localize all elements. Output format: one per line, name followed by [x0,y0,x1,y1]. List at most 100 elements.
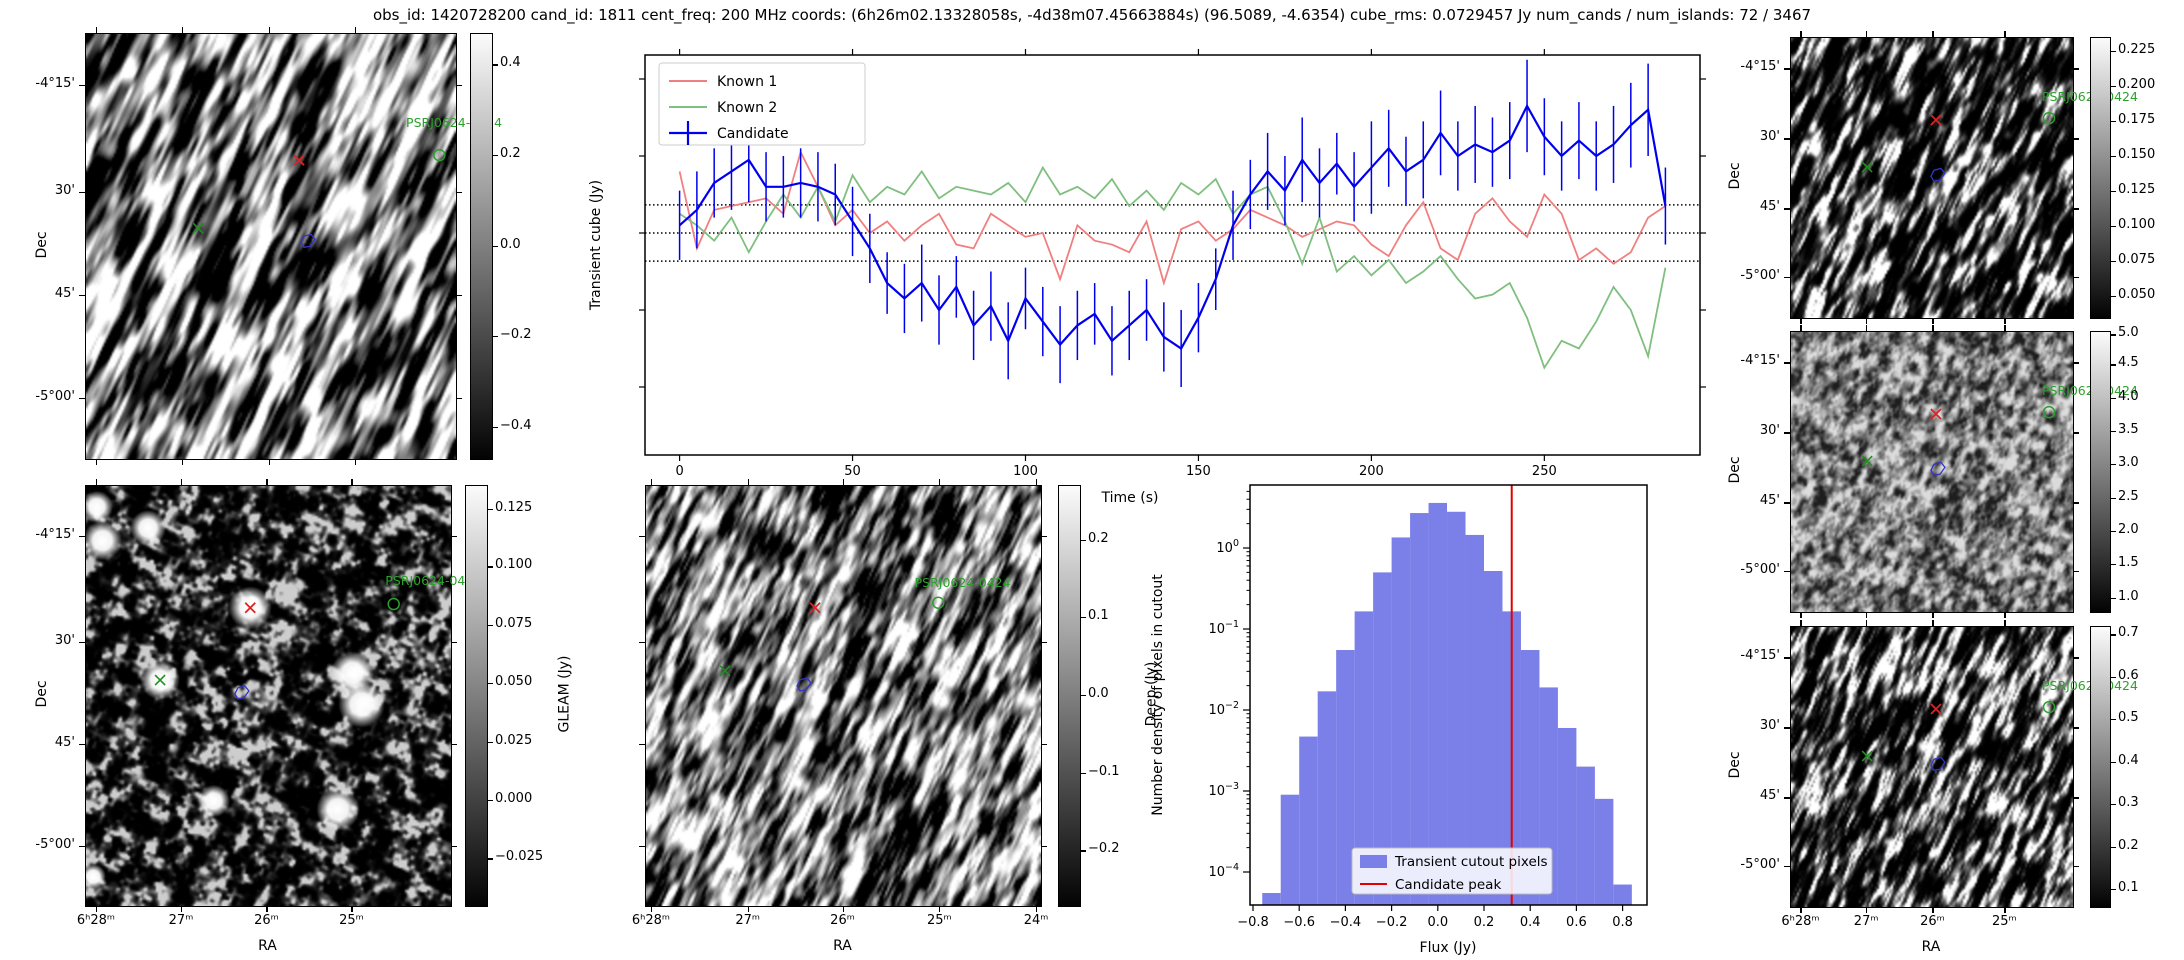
gleam-markers-overlay [154,597,400,700]
x-tick-label: −0.6 [1283,915,1315,930]
psr-source-label: PSRJ0624-0424 [914,575,1011,591]
dec-tick [79,845,85,847]
histogram-bar [1317,691,1337,905]
dec-tick-label: -5°00' [35,836,75,852]
cutout-panel-deep: PSRJ0624-0424 [645,485,1042,907]
dec-tick-label: 45' [1759,788,1780,804]
rms-markers-overlay [1861,111,2056,183]
colorbar-tick-label: 0.1 [2118,880,2139,896]
ra-tick [266,906,268,912]
colorbar-tick-label: −0.2 [500,327,532,343]
candidate-island-contour [1930,167,1946,183]
ra-tick [351,479,353,485]
dec-tick [2073,727,2079,729]
colorbar-tick-label: 0.7 [2118,625,2139,641]
psr-circle-marker [2042,700,2056,714]
ra-tick [2004,612,2006,618]
ra-tick [2004,325,2006,331]
dec-tick-label: -4°15' [35,527,75,543]
psr-source-label: PSRJ0624-0424 [385,572,482,588]
dec-tick [1784,502,1790,504]
dec-tick [1784,571,1790,573]
histogram-bar [1373,572,1392,905]
x-tick-label: 200 [1359,464,1384,479]
colorbar-tick [1081,617,1086,619]
colorbar-tick-label: −0.4 [500,417,532,433]
y-tick-label: 10−2 [1208,700,1239,718]
histogram-bar [1594,798,1614,905]
dec-tick [2073,657,2079,659]
ra-tick [2004,907,2006,913]
green-x-marker [719,665,731,677]
ra-tick [1866,318,1868,324]
transient-colorbar [470,33,493,460]
green-x-marker [154,674,166,686]
green-x-marker [1861,455,1873,467]
colorbar-tick-label: 2.5 [2118,488,2139,504]
dec-tick [79,743,85,745]
ra-tick-label: 25ᵐ [1991,914,2017,929]
legend-label: Transient cutout pixels [1394,854,1548,870]
histogram-bar [1354,611,1374,905]
cutout-panel-transient: PSRJ0624-0424 [85,33,502,460]
gleam-colorbar [465,485,488,907]
dec-tick [1784,657,1790,659]
dec-tick [79,294,85,296]
ra-tick-label: 6ʰ28ᵐ [1781,914,1820,929]
dec-tick-label: 30' [1759,423,1780,439]
histogram-bar [1520,650,1540,905]
x-tick-label: 250 [1532,464,1557,479]
candidate-island-contour [796,677,812,692]
legend-box [1351,847,1553,895]
dec-tick [1784,362,1790,364]
dec-tick-label: 45' [1759,493,1780,509]
colorbar-tick [1081,850,1086,852]
cutout-panel-spike: PSRJ0624-0424 [1790,331,2138,613]
colorbar-tick-label: 0.3 [2118,795,2139,811]
dec-tick [1784,797,1790,799]
dec-tick [1784,727,1790,729]
ra-tick-label: 27ᵐ [735,913,761,928]
colorbar-tick-label: 0.6 [2118,667,2139,683]
dec-tick-label: -4°15' [35,75,75,91]
ra-tick [180,906,183,912]
colorbar-tick-label: 0.025 [495,732,533,748]
histogram-bar [1576,766,1595,905]
dec-tick [1041,743,1047,745]
ra-tick [96,459,98,465]
dec-tick [2073,277,2079,279]
dec-tick [451,536,457,538]
colorbar-tick [2111,156,2116,158]
red-x-marker [293,154,305,166]
colorbar-tick-label: 0.125 [495,499,533,515]
colorbar-tick-label: 3.0 [2118,455,2139,471]
colorbar-tick [2111,121,2116,123]
dec-tick [2073,68,2079,70]
candidate-island-contour [1930,756,1946,772]
known2-line [679,165,1667,370]
dec-tick [2073,866,2079,868]
ra-tick [1036,479,1038,485]
dec-axis-label: Dec [1727,456,1743,484]
colorbar-tick-label: 0.050 [2118,287,2156,302]
colorbar-tick [2111,564,2116,566]
ra-tick [1800,612,1802,618]
ra-tick [1800,318,1802,324]
dec-tick [1041,642,1047,644]
dec-tick [639,743,645,745]
green-x-marker [1861,750,1873,762]
colorbar-tick [2111,497,2116,499]
psr-source-label: PSRJ0624-0424 [2042,89,2138,104]
colorbar-tick-label: 0.150 [2118,147,2156,162]
ra-tick-label: 24ᵐ [1023,913,1049,928]
histogram-bar [1280,794,1300,905]
ra-tick [268,459,271,465]
x-tick-label: −0.4 [1330,915,1362,930]
colorbar-tick-label: 3.5 [2118,421,2139,437]
dec-tick [456,191,462,194]
psr-circle-marker [932,596,945,610]
dec-tick [79,536,85,538]
histogram-bar [1410,513,1429,905]
cutout-panel-gleam: PSRJ0624-0424 [85,485,481,907]
colorbar-tick-label: 0.2 [500,145,521,161]
